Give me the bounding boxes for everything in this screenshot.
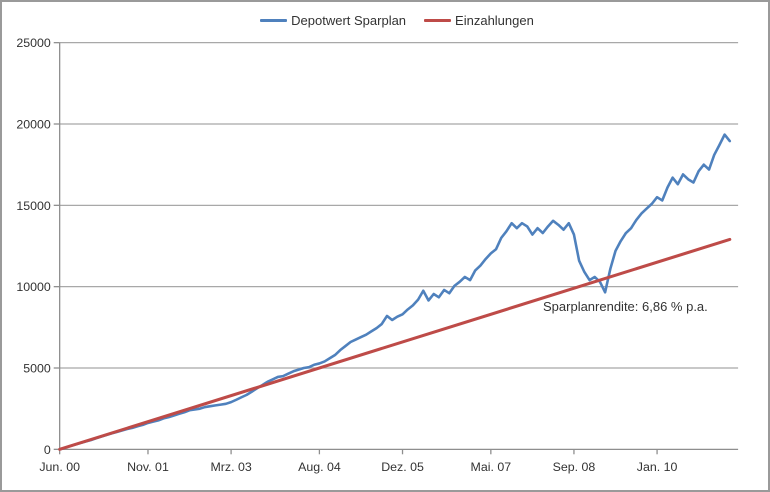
y-tick-label: 5000 [23,361,51,375]
x-tick-label: Jan. 10 [637,460,678,474]
y-tick-label: 15000 [16,199,51,213]
y-tick-label: 10000 [16,280,51,294]
legend-label-einzahlungen: Einzahlungen [455,13,534,28]
series-line-einzahlungen [58,237,732,451]
y-tick-label: 0 [44,443,51,457]
x-tick-label: Mrz. 03 [210,460,251,474]
x-tick-label: Dez. 05 [381,460,424,474]
depotwert-sparplan-line-marker [260,19,288,22]
x-tick-label: Sep. 08 [553,460,596,474]
legend-item-depotwert-sparplan: Depotwert Sparplan [260,13,406,28]
series-line-depotwert-sparplan [58,133,732,451]
chart-legend: Depotwert Sparplan Einzahlungen [14,13,768,28]
x-tick-label: Aug. 04 [298,460,341,474]
einzahlungen-line-marker [424,19,452,22]
x-tick-label: Nov. 01 [127,460,169,474]
sparplanrendite-annotation: Sparplanrendite: 6,86 % p.a. [543,299,708,314]
y-tick-label: 20000 [16,117,51,131]
x-tick-label: Mai. 07 [471,460,512,474]
x-tick-label: Jun. 00 [39,460,80,474]
y-tick-label: 25000 [16,36,51,50]
legend-label-depotwert-sparplan: Depotwert Sparplan [291,13,407,28]
legend-item-einzahlungen: Einzahlungen [424,13,534,28]
